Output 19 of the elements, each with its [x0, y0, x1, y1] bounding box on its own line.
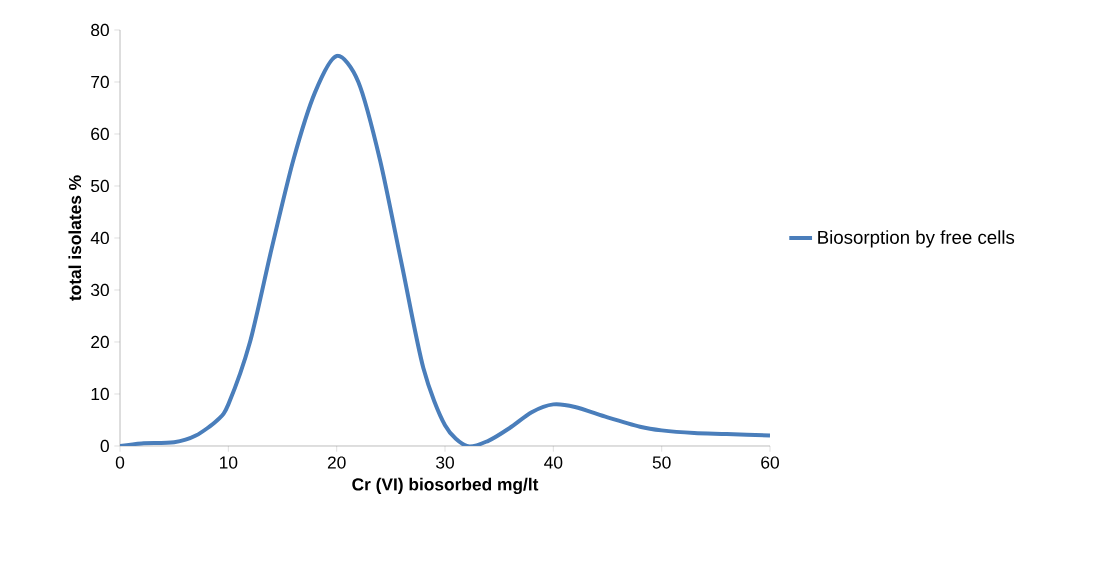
- y-tick-label: 80: [91, 23, 109, 37]
- x-tick-label: 20: [327, 456, 346, 469]
- x-tick-label: 40: [544, 456, 563, 469]
- x-tick-label: 60: [761, 456, 779, 469]
- x-axis-title: Cr (VI) biosorbed mg/lt: [352, 477, 539, 495]
- y-tick-label: 60: [91, 127, 109, 141]
- y-tick-label: 40: [90, 231, 109, 245]
- y-tick-label: 30: [91, 283, 109, 297]
- y-tick-label: 70: [91, 75, 109, 89]
- y-axis-title: total isolates %: [68, 175, 82, 301]
- x-tick-label: 10: [220, 456, 238, 469]
- y-tick-label: 20: [91, 335, 109, 349]
- y-tick-label: 0: [100, 439, 109, 453]
- y-tick-label: 10: [91, 387, 109, 401]
- y-tick-label: 50: [91, 179, 109, 193]
- x-tick-label: 0: [115, 456, 125, 469]
- x-tick-label: 50: [652, 456, 671, 469]
- legend-label: Biosorption by free cells: [818, 230, 1015, 248]
- x-tick-label: 30: [436, 456, 454, 469]
